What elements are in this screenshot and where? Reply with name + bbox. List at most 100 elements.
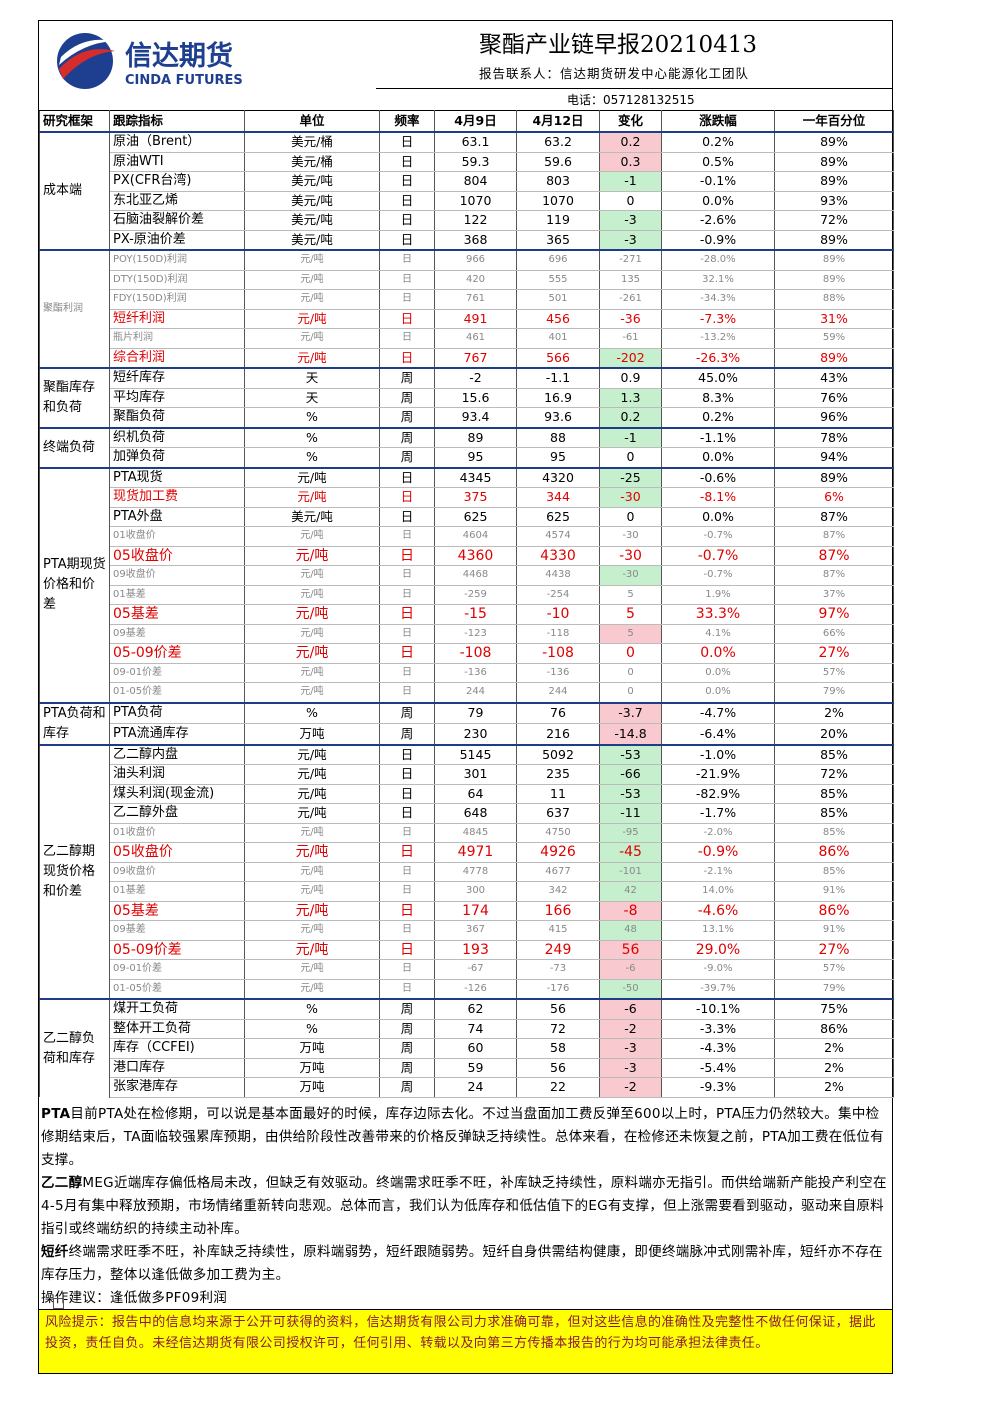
indicator: 港口库存: [109, 1058, 245, 1078]
table-cell: 42: [599, 881, 662, 902]
paragraph: 乙二醇MEG近端库存偏低格局未改，但缺乏有效驱动。终端需求旺季不旺，补库缺乏持续…: [41, 1172, 891, 1241]
table-cell: 0.2%: [661, 407, 775, 428]
table-cell: 368: [434, 230, 517, 251]
header-row: 研究框架 跟踪指标 单位 频率 4月9日 4月12日 变化 涨跌幅 一年百分位: [39, 110, 894, 133]
table-cell: -7.3%: [661, 309, 775, 329]
table-row: 01-05价差 元/吨日 244 244 0 0.0% 79%: [40, 682, 894, 703]
table-cell: 日: [379, 289, 435, 310]
paragraph: PTA目前PTA处在检修期，可以说是基本面最好的时候，库存边际去化。不过当盘面加…: [41, 1103, 891, 1172]
indicator: 聚酯负荷: [109, 407, 245, 428]
table-cell: -0.7%: [661, 526, 775, 547]
table-cell: 566: [516, 348, 600, 369]
table-cell: 78%: [774, 426, 894, 448]
table-row: 01基差 元/吨日 300 342 42 14.0% 91%: [40, 881, 894, 902]
paragraph-text: 目前PTA处在检修期，可以说是基本面最好的时候，库存边际去化。不过当盘面加工费反…: [41, 1106, 884, 1168]
indicator: 短纤库存: [109, 367, 245, 389]
table-cell: 日: [379, 823, 435, 843]
report-title: 聚酯产业链早报20210413: [479, 32, 758, 58]
indicator: 现货加工费: [109, 487, 245, 508]
table-cell: 日: [379, 565, 435, 586]
table-cell: 11: [516, 784, 600, 804]
table-cell: 周: [379, 1019, 435, 1039]
logo: 信达期货 CINDA FUTURES: [57, 33, 243, 89]
table-row: 短纤利润 元/吨日 491 456 -36 -7.3% 31%: [40, 309, 894, 329]
table-cell: 日: [379, 328, 435, 349]
group-label: 乙二醇负荷和库存: [39, 998, 110, 1097]
table-cell: -1.1%: [661, 426, 775, 448]
table-row: 09-01价差 元/吨日 -136 -136 0 0.0% 57%: [40, 663, 894, 683]
indicator: PTA现货: [109, 466, 245, 488]
table-cell: 767: [434, 348, 517, 369]
indicator: 09-01价差: [109, 663, 245, 683]
table-cell: 美元/桶: [244, 152, 380, 172]
table-row: 09基差 元/吨日 -123 -118 5 4.1% 66%: [40, 624, 894, 644]
table-cell: 4320: [516, 466, 600, 488]
table-cell: -34.3%: [661, 289, 775, 310]
table-row: PTA期现货价格和价差 PTA现货 元/吨日 4345 4320 -25 -0.6% 89%: [39, 466, 894, 703]
table-cell: 4750: [516, 823, 600, 843]
table-cell: 4845: [434, 823, 517, 843]
indicator: FDY(150D)利润: [109, 289, 245, 310]
table-cell: 元/吨: [244, 487, 380, 508]
table-cell: 87%: [774, 546, 894, 566]
table-cell: -1: [599, 426, 662, 448]
table-cell: 43%: [774, 367, 894, 389]
indicator: 东北亚乙烯: [109, 191, 245, 211]
table-cell: 0.0%: [661, 447, 775, 468]
group-label: PTA期现货价格和价差: [39, 466, 110, 703]
table-cell: 美元/桶: [244, 131, 380, 153]
table-cell: -2.6%: [661, 210, 775, 231]
table-cell: -0.6%: [661, 466, 775, 488]
indicator: 平均库存: [109, 388, 245, 408]
table-cell: -45: [599, 842, 662, 863]
table-cell: 193: [434, 940, 517, 960]
table-cell: 803: [516, 171, 600, 192]
table-cell: 96%: [774, 407, 894, 428]
table-row: PTA负荷和库存 PTA负荷% 周 79 76 -3.7 -4.7% 2%: [39, 701, 894, 745]
paragraph-text: MEG近端库存偏低格局未改，但缺乏有效驱动。终端需求旺季不旺，补库缺乏持续性，原…: [41, 1175, 887, 1237]
table-cell: -136: [434, 663, 517, 683]
table-cell: -11: [599, 803, 662, 824]
table-cell: 元/吨: [244, 823, 380, 843]
table-cell: 元/吨: [244, 682, 380, 703]
table-cell: -1.1: [516, 367, 600, 389]
indicator: 原油WTI: [109, 152, 245, 172]
table-cell: -53: [599, 743, 662, 765]
table-cell: -10.1%: [661, 998, 775, 1020]
table-cell: 美元/吨: [244, 507, 380, 527]
indicator: PTA负荷: [109, 701, 245, 724]
table-cell: 日: [379, 507, 435, 527]
table-cell: -9.0%: [661, 959, 775, 980]
table-cell: 85%: [774, 784, 894, 804]
indicator: 综合利润: [109, 348, 245, 369]
table-cell: -67: [434, 959, 517, 980]
table-row: 瓶片利润 元/吨日 461 401 -61 -13.2% 59%: [40, 328, 894, 349]
table-row: 石脑油裂解价差 美元/吨日 122 119 -3 -2.6% 72%: [40, 210, 894, 231]
group-label: 聚酯库存和负荷: [39, 367, 110, 428]
table-cell: 0: [599, 447, 662, 468]
table-cell: 119: [516, 210, 600, 231]
table-cell: 元/吨: [244, 604, 380, 625]
table-row: PX-原油价差 美元/吨日 368 365 -3 -0.9% 89%: [40, 230, 894, 251]
table-cell: 元/吨: [244, 249, 380, 271]
divider: [376, 88, 893, 89]
indicator: 加弹负荷: [109, 447, 245, 468]
table-cell: 89%: [774, 270, 894, 290]
table-cell: 761: [434, 289, 517, 310]
checkbox: [53, 1298, 64, 1309]
paragraph-lead: 短纤: [41, 1244, 69, 1260]
table-cell: 60: [434, 1038, 517, 1059]
table-cell: 2%: [774, 1058, 894, 1078]
table-cell: 461: [434, 328, 517, 349]
table-cell: 625: [516, 507, 600, 527]
table-cell: -101: [599, 862, 662, 882]
table-row: 成本端 原油（Brent） 美元/桶日 63.1 63.2 0.2 0.2% 89%: [39, 131, 894, 250]
table-cell: 元/吨: [244, 842, 380, 863]
table-cell: 89%: [774, 171, 894, 192]
indicator: 09基差: [109, 624, 245, 644]
table-cell: 元/吨: [244, 289, 380, 310]
table-cell: 元/吨: [244, 526, 380, 547]
indicator: PTA流通库存: [109, 723, 245, 745]
table-cell: %: [244, 1019, 380, 1039]
table-cell: 76%: [774, 388, 894, 408]
